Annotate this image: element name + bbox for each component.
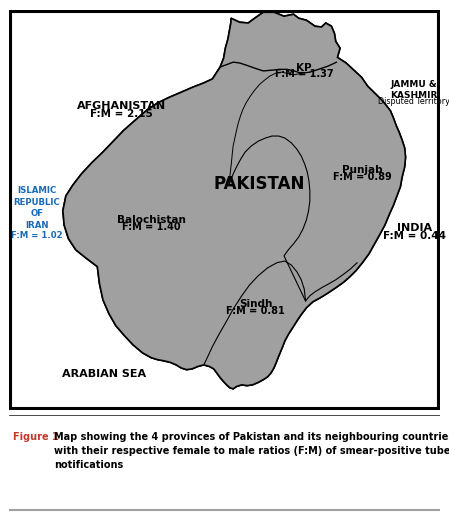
- Text: JAMMU &
KASHMIR: JAMMU & KASHMIR: [391, 80, 438, 100]
- Text: F:M = 0.81: F:M = 0.81: [226, 306, 285, 315]
- Text: Sindh: Sindh: [239, 299, 272, 309]
- Text: AFGHANISTAN: AFGHANISTAN: [76, 101, 166, 111]
- Text: F:M = 2.15: F:M = 2.15: [90, 109, 152, 119]
- Text: Disputed Territory: Disputed Territory: [378, 97, 449, 106]
- Text: F:M = 0.89: F:M = 0.89: [333, 172, 392, 182]
- FancyBboxPatch shape: [9, 10, 440, 410]
- Text: F:M = 1.37: F:M = 1.37: [275, 69, 334, 79]
- Text: Punjab: Punjab: [342, 165, 383, 175]
- Text: ISLAMIC
REPUBLIC
OF
IRAN: ISLAMIC REPUBLIC OF IRAN: [13, 186, 60, 230]
- Polygon shape: [63, 12, 405, 389]
- Text: F:M = 0.44: F:M = 0.44: [383, 231, 446, 241]
- Text: F:M = 1.02: F:M = 1.02: [11, 231, 63, 240]
- Text: Map showing the 4 provinces of Pakistan and its neighbouring countries
with thei: Map showing the 4 provinces of Pakistan …: [54, 432, 449, 470]
- Text: Figure 1: Figure 1: [13, 432, 62, 442]
- Text: INDIA: INDIA: [396, 223, 432, 233]
- Text: KP: KP: [296, 63, 312, 73]
- Text: F:M = 1.40: F:M = 1.40: [122, 222, 180, 232]
- Text: Balochistan: Balochistan: [117, 215, 185, 225]
- Text: PAKISTAN: PAKISTAN: [213, 175, 305, 193]
- Text: ARABIAN SEA: ARABIAN SEA: [62, 369, 146, 379]
- Polygon shape: [63, 12, 405, 389]
